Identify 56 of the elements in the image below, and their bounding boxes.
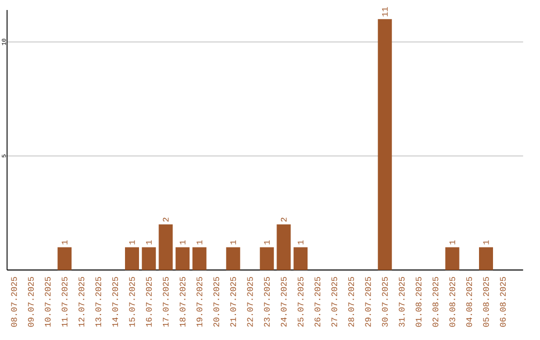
data-label: 11 xyxy=(382,7,388,16)
x-tick-label: 01.08.2025 xyxy=(416,276,422,327)
x-tick-label: 06.08.2025 xyxy=(500,276,506,327)
x-tick-label: 04.08.2025 xyxy=(466,276,472,327)
data-label: 1 xyxy=(62,240,68,244)
x-tick-label: 28.07.2025 xyxy=(348,276,354,327)
x-tick-label: 21.07.2025 xyxy=(230,276,236,327)
bar xyxy=(226,247,240,270)
x-tick-label: 03.08.2025 xyxy=(449,276,456,327)
x-tick-label: 11.07.2025 xyxy=(62,276,68,327)
x-tick-label: 17.07.2025 xyxy=(162,276,169,327)
x-tick-label: 16.07.2025 xyxy=(146,276,152,327)
x-tick-label: 27.07.2025 xyxy=(331,276,338,327)
data-label: 1 xyxy=(196,240,202,244)
x-tick-label: 02.08.2025 xyxy=(432,276,438,327)
x-tick-label: 14.07.2025 xyxy=(112,276,118,327)
x-tick-label: 13.07.2025 xyxy=(95,276,102,327)
data-label: 1 xyxy=(450,240,456,244)
x-tick-label: 20.07.2025 xyxy=(213,276,220,327)
x-tick-label: 30.07.2025 xyxy=(382,276,388,327)
data-label: 1 xyxy=(180,240,186,244)
bar xyxy=(445,247,460,270)
bar xyxy=(176,247,190,270)
data-label: 1 xyxy=(230,240,236,244)
x-tick-label: 24.07.2025 xyxy=(280,276,287,327)
data-label: 2 xyxy=(162,218,169,222)
data-label: 1 xyxy=(483,240,489,244)
bar xyxy=(294,247,308,270)
x-tick-label: 19.07.2025 xyxy=(196,276,202,327)
x-tick-label: 29.07.2025 xyxy=(365,276,371,327)
data-label: 1 xyxy=(264,240,270,244)
x-tick-label: 09.07.2025 xyxy=(28,276,34,327)
bar xyxy=(276,224,291,270)
data-label: 2 xyxy=(280,218,287,222)
bar xyxy=(125,247,140,270)
data-label: 1 xyxy=(146,240,152,244)
bar xyxy=(58,247,72,270)
x-tick-label: 25.07.2025 xyxy=(298,276,304,327)
x-tick-label: 26.07.2025 xyxy=(314,276,320,327)
x-tick-label: 22.07.2025 xyxy=(247,276,253,327)
x-tick-label: 23.07.2025 xyxy=(264,276,270,327)
bar xyxy=(192,247,206,270)
x-tick-label: 31.07.2025 xyxy=(398,276,405,327)
x-tick-label: 08.07.2025 xyxy=(11,276,17,327)
data-label: 1 xyxy=(298,240,304,244)
x-tick-label: 10.07.2025 xyxy=(44,276,51,327)
x-tick-label: 12.07.2025 xyxy=(78,276,84,327)
data-label: 1 xyxy=(129,240,135,244)
bar xyxy=(260,247,274,270)
x-tick-label: 05.08.2025 xyxy=(483,276,489,327)
bar xyxy=(479,247,494,270)
bar xyxy=(142,247,156,270)
x-tick-label: 15.07.2025 xyxy=(129,276,135,327)
bar xyxy=(378,19,392,270)
x-tick-label: 18.07.2025 xyxy=(180,276,186,327)
bar xyxy=(158,224,173,270)
